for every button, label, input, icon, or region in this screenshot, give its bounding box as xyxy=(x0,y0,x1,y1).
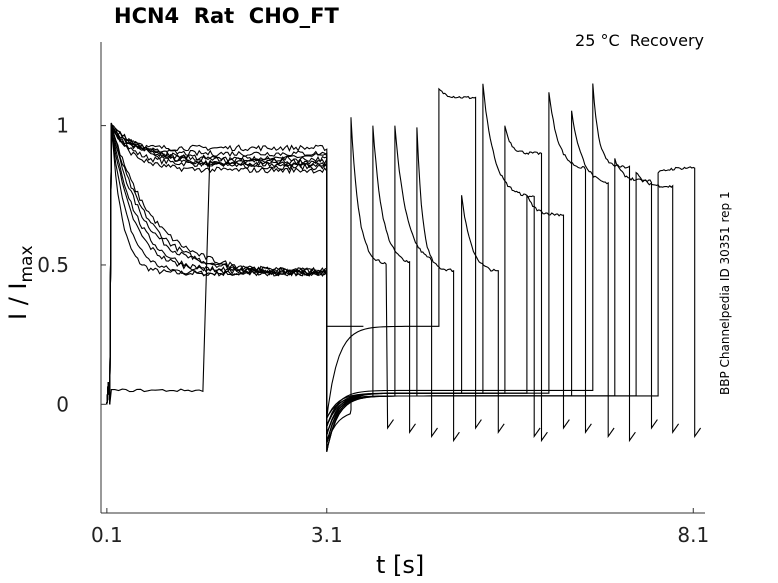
sweep-trace-6 xyxy=(106,87,482,430)
condition-label: 25 °C Recovery xyxy=(575,31,704,50)
sweep-trace-16 xyxy=(106,125,702,439)
y-tick-label: 0 xyxy=(56,392,69,416)
sweep-trace-5 xyxy=(106,125,460,443)
sweep-trace-3 xyxy=(106,125,416,434)
sweep-trace-14 xyxy=(106,124,658,452)
sweep-trace-13 xyxy=(106,83,636,443)
chart-title: HCN4 Rat CHO_FT xyxy=(114,4,339,28)
sweep-trace-4 xyxy=(106,125,438,452)
sweep-trace-10 xyxy=(106,122,570,436)
sweep-trace-11 xyxy=(106,92,592,434)
x-tick-label: 8.1 xyxy=(677,523,709,547)
y-tick-label: 0.5 xyxy=(37,253,69,277)
x-tick-label: 0.1 xyxy=(91,523,123,547)
y-tick-label: 1 xyxy=(56,114,69,138)
x-axis-label: t [s] xyxy=(376,551,425,579)
x-tick-label: 3.1 xyxy=(311,523,343,547)
